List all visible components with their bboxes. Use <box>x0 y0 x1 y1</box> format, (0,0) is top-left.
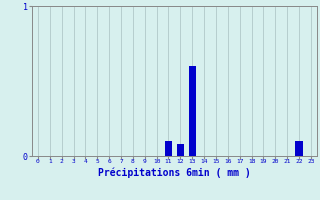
Bar <box>165 141 172 156</box>
Bar <box>295 141 303 156</box>
Bar <box>189 66 196 156</box>
Bar <box>177 144 184 156</box>
X-axis label: Précipitations 6min ( mm ): Précipitations 6min ( mm ) <box>98 167 251 178</box>
